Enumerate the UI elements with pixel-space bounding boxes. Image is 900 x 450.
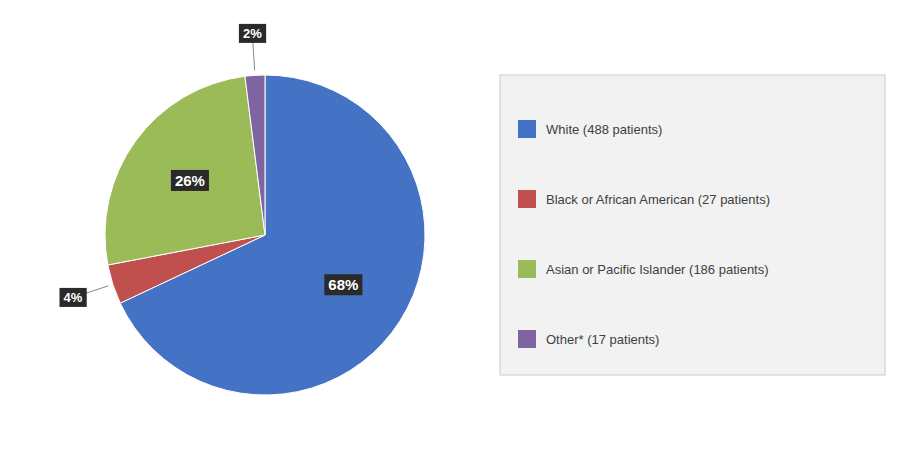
data-label-text: 2%: [243, 26, 262, 41]
data-label: 26%: [171, 170, 209, 191]
data-label-box: [59, 288, 86, 307]
data-label-box: [239, 24, 266, 43]
legend-entry: Black or African American (27 patients): [546, 192, 770, 207]
data-label-text: 68%: [328, 276, 358, 293]
legend-swatch: [518, 120, 536, 138]
pie-slice: [245, 75, 265, 235]
chart: 68% 4% 26% 2% White (488 patients) Black or A…: [0, 0, 900, 450]
pie-slice: [105, 76, 265, 265]
legend: White (488 patients) Black or African Ame…: [500, 75, 885, 375]
data-label: 68%: [324, 274, 362, 295]
legend-swatch: [518, 260, 536, 278]
legend-entry: White (488 patients): [546, 122, 662, 137]
pie: [105, 75, 425, 395]
legend-swatch: [518, 330, 536, 348]
legend-entry: Asian or Pacific Islander (186 patients): [546, 262, 769, 277]
legend-entry: Other* (17 patients): [546, 332, 659, 347]
legend-swatch: [518, 190, 536, 208]
legend-frame: [500, 75, 885, 375]
data-label-box: [324, 274, 362, 295]
data-label: 2%: [239, 24, 266, 71]
data-labels: 68% 4% 26% 2%: [59, 24, 362, 307]
data-label-text: 26%: [175, 172, 205, 189]
data-label: 4%: [59, 286, 108, 307]
data-label-text: 4%: [63, 290, 82, 305]
data-label-box: [171, 170, 209, 191]
